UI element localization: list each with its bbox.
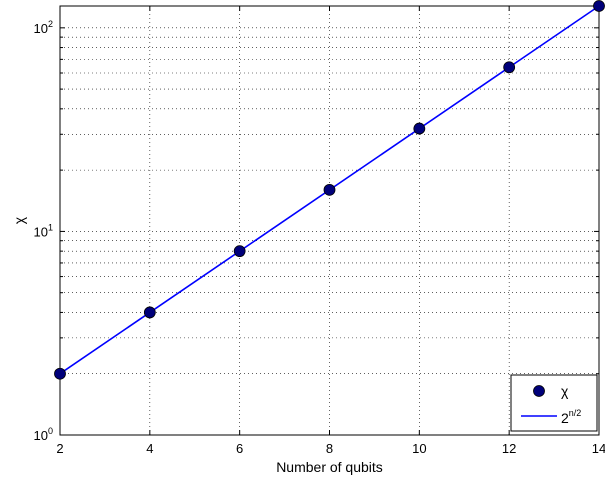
y-tick-label-base: 10 (34, 224, 48, 239)
y-tick-label-base: 10 (34, 428, 48, 443)
y-tick-label: 100 (34, 426, 53, 443)
x-axis-label: Number of qubits (276, 459, 383, 475)
grid (60, 6, 599, 435)
x-tick-label: 12 (502, 441, 516, 456)
y-tick-label-base: 10 (34, 21, 48, 36)
y-tick-label-exponent: 2 (48, 19, 53, 29)
data-point-chi (143, 306, 156, 319)
x-tick-label: 14 (592, 441, 605, 456)
legend: χ 2n/2 (510, 374, 598, 432)
data-point-chi (323, 183, 336, 196)
x-tick-label: 6 (236, 441, 243, 456)
data-point-chi (503, 61, 516, 74)
legend-marker-chi (533, 385, 545, 397)
y-tick-label-exponent: 0 (48, 426, 53, 436)
data-point-chi (413, 122, 426, 135)
legend-label-chi: χ (561, 383, 569, 399)
legend-label-2-pow-n-half: 2n/2 (561, 408, 581, 426)
y-axis-label: χ (11, 216, 27, 224)
x-tick-label: 10 (412, 441, 426, 456)
y-tick-label: 102 (34, 19, 53, 36)
y-tick-label: 101 (34, 222, 53, 239)
x-tick-label: 2 (56, 441, 63, 456)
series-layer (54, 0, 605, 380)
data-point-chi (233, 245, 246, 258)
x-tick-label: 4 (146, 441, 153, 456)
x-tick-label: 8 (326, 441, 333, 456)
y-tick-label-exponent: 1 (48, 222, 53, 232)
legend-label-exponent: n/2 (569, 408, 582, 418)
legend-label-base: 2 (561, 410, 569, 426)
legend-box (510, 374, 598, 432)
data-point-chi (593, 0, 605, 12)
data-point-chi (54, 367, 66, 380)
